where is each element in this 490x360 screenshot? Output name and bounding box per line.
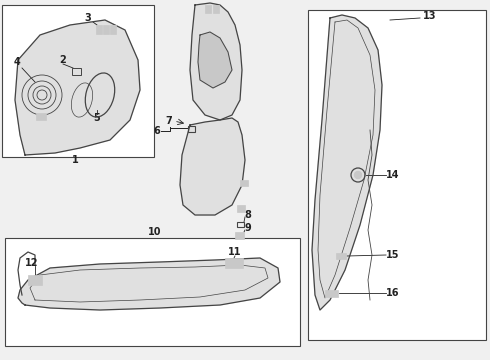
- Bar: [213, 5, 219, 13]
- Bar: [5, 238, 300, 346]
- Bar: [96, 25, 102, 34]
- Bar: [72, 68, 81, 75]
- Polygon shape: [190, 3, 242, 120]
- Text: 11: 11: [228, 247, 242, 257]
- Circle shape: [354, 171, 362, 179]
- Bar: [237, 205, 245, 212]
- Text: 10: 10: [148, 227, 162, 237]
- Polygon shape: [312, 15, 382, 310]
- Text: 8: 8: [245, 210, 251, 220]
- Bar: [110, 25, 116, 34]
- Text: 13: 13: [423, 11, 437, 21]
- Text: 9: 9: [245, 223, 251, 233]
- Polygon shape: [18, 258, 280, 310]
- Bar: [2, 5, 154, 157]
- Bar: [240, 180, 248, 186]
- Text: 12: 12: [25, 258, 39, 268]
- Text: 2: 2: [60, 55, 66, 65]
- Bar: [28, 275, 42, 285]
- Text: 6: 6: [154, 126, 160, 136]
- Bar: [308, 10, 486, 340]
- Bar: [225, 258, 243, 268]
- Bar: [237, 222, 244, 227]
- Polygon shape: [15, 20, 140, 155]
- Text: 15: 15: [386, 250, 400, 260]
- Bar: [205, 5, 211, 13]
- Polygon shape: [198, 32, 232, 88]
- Bar: [103, 25, 109, 34]
- Bar: [235, 232, 244, 239]
- Bar: [325, 290, 338, 297]
- Text: 14: 14: [386, 170, 400, 180]
- Bar: [36, 113, 46, 120]
- Text: 3: 3: [85, 13, 91, 23]
- Polygon shape: [180, 118, 245, 215]
- Text: 1: 1: [72, 155, 78, 165]
- Bar: [188, 126, 195, 132]
- Text: 7: 7: [166, 116, 172, 126]
- Text: 5: 5: [94, 113, 100, 123]
- Text: 16: 16: [386, 288, 400, 298]
- Text: 4: 4: [14, 57, 21, 67]
- Bar: [336, 253, 346, 259]
